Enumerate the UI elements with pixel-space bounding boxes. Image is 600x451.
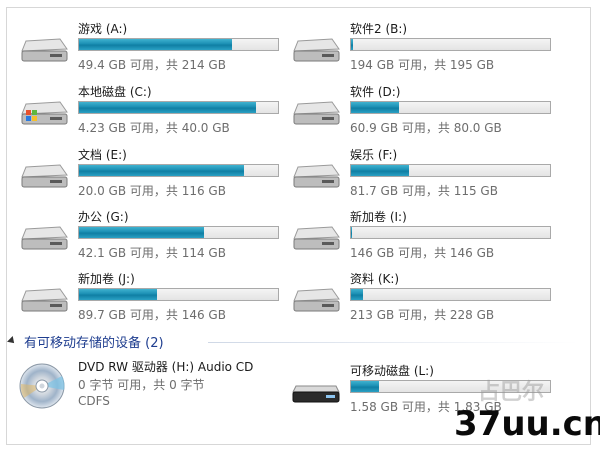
drive-free-space: 60.9 GB 可用，共 80.0 GB — [350, 121, 502, 135]
drive-free-space: 194 GB 可用，共 195 GB — [350, 58, 495, 72]
drive-name: 游戏 (A:) — [78, 22, 128, 36]
usage-bar — [78, 101, 279, 114]
collapse-arrow-icon[interactable] — [7, 336, 17, 346]
usage-bar-fill — [79, 289, 157, 300]
usage-bar-fill — [351, 381, 379, 392]
hard-drive-icon — [21, 38, 68, 62]
drive-free-space: 89.7 GB 可用，共 146 GB — [78, 308, 226, 322]
usage-bar — [350, 226, 551, 239]
group-title: 有可移动存储的设备 (2) — [24, 336, 164, 351]
usage-bar — [78, 38, 279, 51]
drive-free-space: 0 字节 可用，共 0 字节 — [78, 378, 205, 392]
drive-free-space: 49.4 GB 可用，共 214 GB — [78, 58, 226, 72]
hard-drive-icon — [293, 38, 340, 62]
drive-name: 软件2 (B:) — [350, 22, 408, 36]
usage-bar — [78, 226, 279, 239]
drive-tile-c[interactable]: 本地磁盘 (C:) 4.23 GB 可用，共 40.0 GB — [20, 83, 290, 139]
drive-free-space: 213 GB 可用，共 228 GB — [350, 308, 495, 322]
group-divider — [208, 342, 578, 343]
drive-free-space: 20.0 GB 可用，共 116 GB — [78, 184, 226, 198]
drive-tile-l[interactable]: 可移动磁盘 (L:) 1.58 GB 可用，共 1.83 GB — [292, 362, 562, 418]
usage-bar-fill — [351, 227, 352, 238]
dvd-disc-icon — [19, 363, 65, 409]
drive-free-space: 4.23 GB 可用，共 40.0 GB — [78, 121, 230, 135]
drive-free-space: 146 GB 可用，共 146 GB — [350, 246, 495, 260]
usage-bar — [350, 38, 551, 51]
hard-drive-icon — [293, 101, 340, 125]
drive-name: 新加卷 (J:) — [78, 272, 135, 286]
drive-name: 新加卷 (I:) — [350, 210, 407, 224]
drive-tile-e[interactable]: 文档 (E:) 20.0 GB 可用，共 116 GB — [20, 146, 290, 202]
usage-bar — [350, 380, 551, 393]
system-drive-icon — [21, 101, 68, 125]
drive-tile-k[interactable]: 资料 (K:) 213 GB 可用，共 228 GB — [292, 270, 562, 326]
hard-drive-icon — [21, 164, 68, 188]
drive-name: DVD RW 驱动器 (H:) Audio CD — [78, 360, 254, 374]
usage-bar — [350, 288, 551, 301]
drive-tile-h-dvd[interactable]: DVD RW 驱动器 (H:) Audio CD 0 字节 可用，共 0 字节 … — [18, 358, 278, 418]
drive-tile-f[interactable]: 娱乐 (F:) 81.7 GB 可用，共 115 GB — [292, 146, 562, 202]
usage-bar — [78, 164, 279, 177]
drive-tile-a[interactable]: 游戏 (A:) 49.4 GB 可用，共 214 GB — [20, 20, 290, 76]
usage-bar-fill — [79, 102, 257, 113]
hard-drive-icon — [293, 164, 340, 188]
drive-tile-d[interactable]: 软件 (D:) 60.9 GB 可用，共 80.0 GB — [292, 83, 562, 139]
usage-bar — [350, 101, 551, 114]
site-watermark-logo: 37uu.cn — [454, 404, 600, 444]
drive-tile-i[interactable]: 新加卷 (I:) 146 GB 可用，共 146 GB — [292, 208, 562, 264]
usage-bar-fill — [351, 102, 399, 113]
faint-watermark: 占巴尔 — [478, 380, 545, 405]
drive-name: 资料 (K:) — [350, 272, 400, 286]
drive-tile-b[interactable]: 软件2 (B:) 194 GB 可用，共 195 GB — [292, 20, 562, 76]
usage-bar — [350, 164, 551, 177]
removable-storage-group-header[interactable]: 有可移动存储的设备 (2) — [7, 332, 578, 352]
usage-bar-fill — [351, 165, 409, 176]
drive-free-space: 1.58 GB 可用，共 1.83 GB — [350, 400, 502, 414]
drive-name: 娱乐 (F:) — [350, 148, 398, 162]
hard-drive-icon — [293, 288, 340, 312]
drive-name: 软件 (D:) — [350, 85, 401, 99]
usage-bar-fill — [79, 165, 245, 176]
usage-bar-fill — [351, 39, 353, 50]
usage-bar-fill — [351, 289, 363, 300]
drive-tile-j[interactable]: 新加卷 (J:) 89.7 GB 可用，共 146 GB — [20, 270, 290, 326]
drive-name: 可移动磁盘 (L:) — [350, 364, 434, 378]
hard-drive-icon — [21, 226, 68, 250]
hard-drive-icon — [293, 226, 340, 250]
drive-name: 本地磁盘 (C:) — [78, 85, 152, 99]
usage-bar — [78, 288, 279, 301]
usage-bar-fill — [79, 39, 233, 50]
drive-filesystem: CDFS — [78, 394, 110, 408]
removable-drive-icon — [292, 385, 340, 403]
usage-bar-fill — [79, 227, 205, 238]
drive-free-space: 81.7 GB 可用，共 115 GB — [350, 184, 498, 198]
drive-tile-g[interactable]: 办公 (G:) 42.1 GB 可用，共 114 GB — [20, 208, 290, 264]
hard-drive-icon — [21, 288, 68, 312]
drive-name: 办公 (G:) — [78, 210, 129, 224]
drive-name: 文档 (E:) — [78, 148, 127, 162]
drive-free-space: 42.1 GB 可用，共 114 GB — [78, 246, 226, 260]
